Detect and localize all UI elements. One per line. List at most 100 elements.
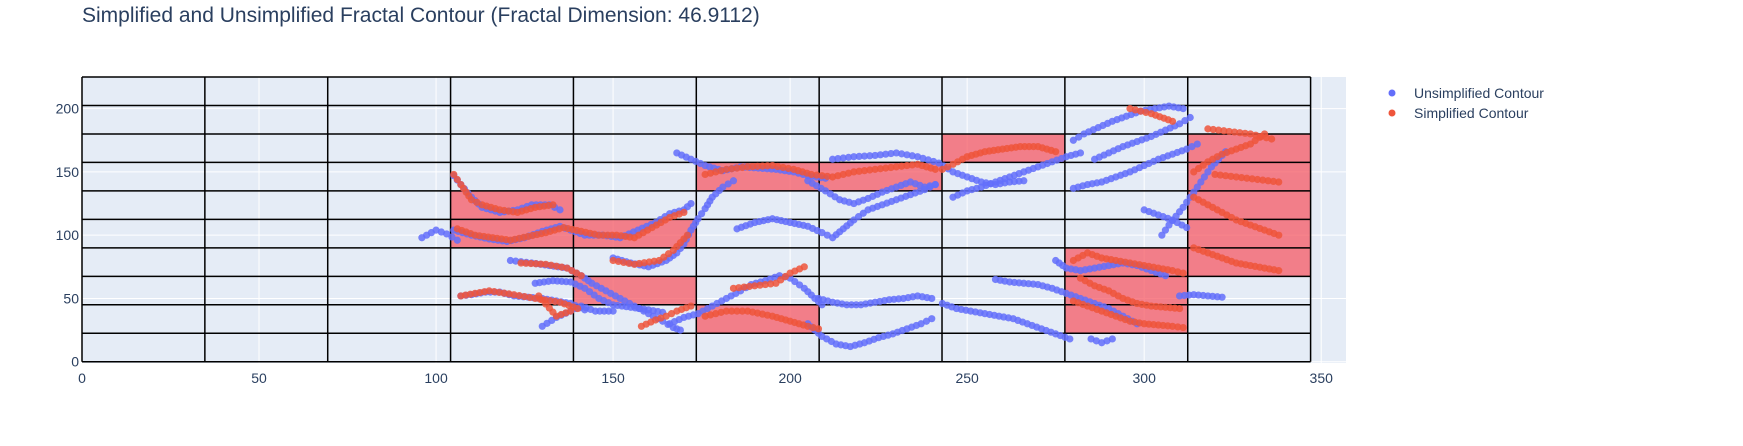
legend-item-unsimplified[interactable]: Unsimplified Contour: [1388, 85, 1545, 101]
data-point-simplified: [931, 165, 939, 173]
data-point-unsimplified: [839, 154, 847, 162]
data-point-unsimplified: [834, 155, 842, 163]
data-point-unsimplified: [1190, 188, 1198, 196]
data-point-unsimplified: [1076, 149, 1085, 157]
data-point-simplified: [903, 161, 911, 170]
data-point-simplified: [882, 164, 890, 172]
data-point-unsimplified: [609, 307, 617, 315]
data-point-simplified: [887, 163, 895, 172]
data-point-simplified: [866, 166, 874, 174]
legend-label-unsimplified: Unsimplified Contour: [1414, 85, 1544, 101]
data-point-unsimplified: [829, 155, 837, 163]
data-point-simplified: [542, 260, 550, 268]
legend-marker-simplified: [1388, 109, 1396, 117]
data-point-simplified: [1168, 117, 1177, 125]
data-point-unsimplified: [1204, 168, 1212, 176]
data-point-simplified: [1269, 177, 1278, 186]
data-point-unsimplified: [1020, 177, 1028, 185]
data-point-unsimplified: [855, 152, 863, 161]
y-axis-ticks: 0 50 100 150 200: [56, 101, 80, 370]
data-point-unsimplified: [729, 177, 738, 185]
data-point-simplified: [1259, 176, 1267, 184]
data-point-simplified: [784, 164, 792, 173]
data-point-unsimplified: [1193, 140, 1201, 148]
data-point-unsimplified: [687, 199, 695, 208]
data-point-unsimplified: [448, 233, 456, 241]
data-point-unsimplified: [1066, 335, 1074, 343]
data-point-simplified: [728, 165, 736, 173]
data-point-unsimplified: [506, 256, 515, 265]
series-simplified-contour: [450, 105, 1283, 333]
data-point-simplified: [728, 307, 736, 315]
data-point-simplified: [751, 282, 759, 290]
data-point-simplified: [1237, 174, 1246, 182]
data-point-unsimplified: [850, 153, 858, 161]
data-point-simplified: [510, 291, 518, 299]
data-point-simplified: [1209, 125, 1217, 134]
data-point-simplified: [823, 172, 831, 180]
data-point-simplified: [1275, 231, 1283, 239]
data-point-simplified: [526, 293, 534, 302]
data-point-unsimplified: [724, 180, 732, 188]
data-point-simplified: [722, 165, 730, 173]
data-point-simplified: [547, 261, 555, 269]
data-point-unsimplified: [860, 152, 869, 160]
legend[interactable]: Unsimplified Contour Simplified Contour: [1388, 85, 1545, 121]
data-point-simplified: [729, 284, 738, 292]
data-point-unsimplified: [1161, 272, 1170, 280]
data-point-simplified: [908, 161, 916, 169]
data-point-simplified: [745, 282, 754, 291]
data-point-simplified: [892, 163, 900, 171]
data-point-simplified: [876, 165, 885, 173]
data-point-unsimplified: [556, 206, 564, 214]
data-point-simplified: [515, 292, 523, 300]
data-point-unsimplified: [1200, 173, 1208, 181]
legend-label-simplified: Simplified Contour: [1414, 105, 1529, 121]
data-point-simplified: [620, 258, 628, 266]
legend-marker-unsimplified: [1388, 89, 1396, 97]
data-point-simplified: [1052, 148, 1060, 156]
data-point-simplified: [813, 171, 821, 179]
data-point-simplified: [1232, 173, 1240, 181]
data-point-unsimplified: [1183, 223, 1191, 232]
data-point-simplified: [609, 256, 617, 265]
data-point-simplified: [1253, 175, 1262, 184]
data-point-simplified: [850, 168, 858, 176]
data-point-simplified: [1264, 177, 1272, 185]
data-point-unsimplified: [1181, 117, 1189, 125]
data-point-unsimplified: [898, 150, 906, 158]
data-point-simplified: [687, 302, 695, 310]
data-point-unsimplified: [1158, 231, 1166, 239]
data-point-unsimplified: [903, 151, 911, 159]
data-point-simplified: [1243, 174, 1251, 182]
x-tick-label: 250: [955, 370, 979, 386]
data-point-unsimplified: [676, 326, 684, 334]
data-point-simplified: [567, 307, 575, 315]
y-tick-label: 50: [63, 290, 79, 306]
data-point-simplified: [1230, 128, 1239, 136]
data-point-simplified: [756, 281, 764, 289]
data-point-simplified: [871, 165, 879, 173]
y-tick-label: 200: [56, 101, 80, 117]
data-point-simplified: [577, 272, 585, 280]
data-point-unsimplified: [871, 151, 879, 160]
data-point-simplified: [1268, 135, 1276, 143]
data-point-simplified: [779, 163, 787, 172]
data-point-simplified: [558, 263, 566, 271]
data-point-simplified: [761, 280, 769, 289]
x-tick-label: 100: [424, 370, 448, 386]
data-point-simplified: [1275, 267, 1283, 275]
data-point-simplified: [733, 307, 741, 315]
data-point-unsimplified: [882, 150, 890, 158]
data-point-simplified: [1214, 126, 1223, 134]
data-point-simplified: [767, 280, 775, 288]
data-point-simplified: [1179, 269, 1187, 277]
data-point-unsimplified: [1179, 203, 1187, 211]
data-point-unsimplified: [1179, 105, 1187, 113]
data-point-unsimplified: [908, 152, 916, 160]
data-point-simplified: [855, 167, 863, 175]
data-point-unsimplified: [887, 149, 895, 158]
data-point-simplified: [814, 325, 823, 333]
data-point-unsimplified: [866, 152, 874, 160]
legend-item-simplified[interactable]: Simplified Contour: [1388, 105, 1529, 121]
